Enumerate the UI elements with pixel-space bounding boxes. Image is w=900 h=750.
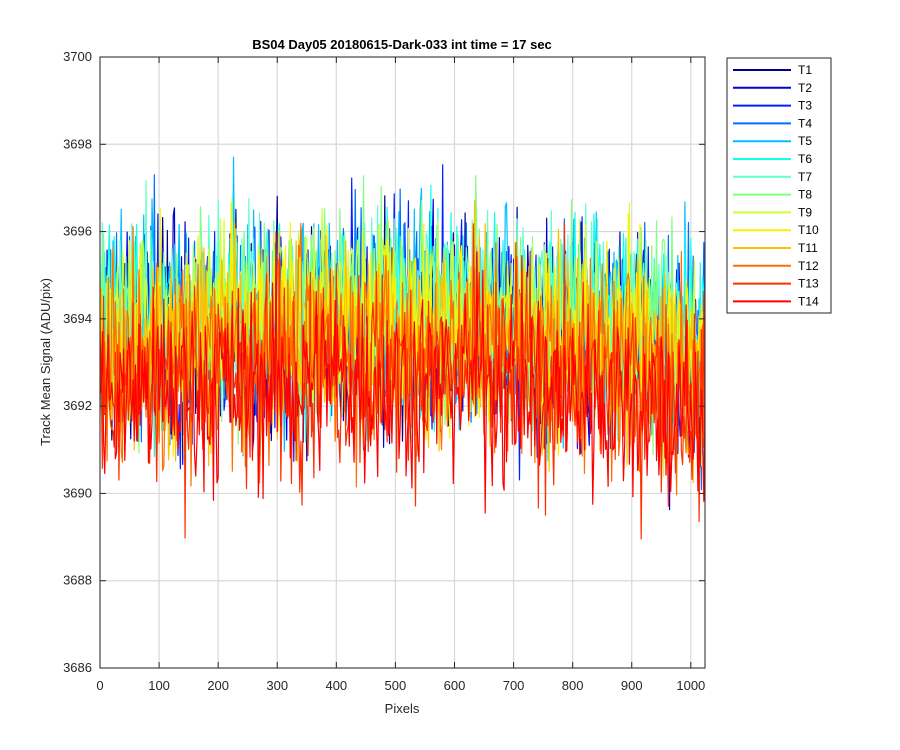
legend-box bbox=[726, 57, 832, 314]
x-axis-label: Pixels bbox=[385, 701, 420, 716]
axes-box bbox=[99, 56, 706, 669]
x-tick-label: 200 bbox=[207, 678, 229, 693]
legend-label-t9: T9 bbox=[798, 205, 812, 219]
series-layer bbox=[100, 156, 705, 540]
y-tick-label: 3688 bbox=[63, 573, 92, 588]
y-axis-label: Track Mean Signal (ADU/pix) bbox=[38, 278, 53, 446]
x-tick-label: 400 bbox=[325, 678, 347, 693]
x-tick-label: 800 bbox=[562, 678, 584, 693]
series-line-t14 bbox=[100, 230, 705, 514]
x-tick-label: 1000 bbox=[676, 678, 705, 693]
x-tick-label: 100 bbox=[148, 678, 170, 693]
x-tick-label: 300 bbox=[266, 678, 288, 693]
y-tick-label: 3698 bbox=[63, 136, 92, 151]
legend-label-t4: T4 bbox=[798, 116, 812, 130]
legend-label-t1: T1 bbox=[798, 63, 812, 77]
y-tick-label: 3686 bbox=[63, 660, 92, 675]
legend: T1 T2 T3 T4 T5 T6 T7 T8 T9 T10 T11 T12 T13 T14 bbox=[726, 57, 832, 314]
y-axis: 3686 3688 3690 3692 3694 3696 3698 3700 bbox=[63, 49, 705, 675]
legend-label-t2: T2 bbox=[798, 81, 812, 95]
series-line-t13 bbox=[100, 222, 705, 540]
x-axis: 0 100 200 300 400 500 600 700 800 900 1000 bbox=[96, 57, 705, 693]
legend-label-t14: T14 bbox=[798, 294, 819, 308]
legend-label-t10: T10 bbox=[798, 223, 819, 237]
x-tick-label: 700 bbox=[503, 678, 525, 693]
legend-label-t3: T3 bbox=[798, 99, 812, 113]
x-tick-label: 500 bbox=[385, 678, 407, 693]
legend-label-t6: T6 bbox=[798, 152, 812, 166]
legend-label-t13: T13 bbox=[798, 277, 819, 291]
plot-area: 0 100 200 300 400 500 600 700 800 900 1000 3686368… bbox=[63, 49, 706, 693]
y-tick-label: 3692 bbox=[63, 398, 92, 413]
legend-items: T1 T2 T3 T4 T5 T6 T7 T8 T9 T10 T11 T12 T13 T14 bbox=[733, 63, 819, 308]
y-tick-label: 3696 bbox=[63, 224, 92, 239]
legend-label-t11: T11 bbox=[798, 241, 818, 255]
y-tick-label: 3694 bbox=[63, 311, 92, 326]
chart-title: BS04 Day05 20180615-Dark-033 int time = … bbox=[252, 37, 552, 52]
legend-label-t8: T8 bbox=[798, 188, 812, 202]
y-tick-label: 3700 bbox=[63, 49, 92, 64]
y-tick-label: 3690 bbox=[63, 485, 92, 500]
legend-label-t12: T12 bbox=[798, 259, 819, 273]
x-tick-label: 0 bbox=[96, 678, 103, 693]
x-tick-label: 600 bbox=[444, 678, 466, 693]
legend-label-t5: T5 bbox=[798, 134, 812, 148]
x-tick-label: 900 bbox=[621, 678, 643, 693]
legend-label-t7: T7 bbox=[798, 170, 812, 184]
